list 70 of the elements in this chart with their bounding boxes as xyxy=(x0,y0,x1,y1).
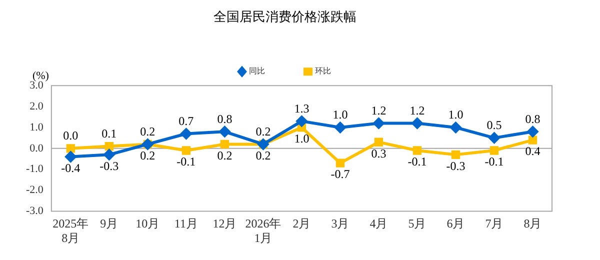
point xyxy=(104,142,114,151)
point xyxy=(451,150,460,160)
data-label: 0.0 xyxy=(63,128,78,143)
point xyxy=(490,146,499,155)
data-label: 0.3 xyxy=(371,146,386,160)
legend-label: 环比 xyxy=(315,66,331,76)
x-tick-label: 2月 xyxy=(292,216,311,231)
data-label: 0.2 xyxy=(140,148,156,162)
data-label: -0.4 xyxy=(61,160,80,175)
data-label: 1.0 xyxy=(294,132,310,146)
x-tick-label: 7月 xyxy=(485,216,504,231)
point xyxy=(220,140,230,149)
y-tick-label: -1.0 xyxy=(26,163,44,176)
x-tick-label: 9月 xyxy=(100,216,118,231)
data-label: 0.2 xyxy=(217,148,232,162)
x-tick-label: 6月 xyxy=(446,216,465,231)
data-label: 1.0 xyxy=(448,108,464,122)
data-label: 1.2 xyxy=(371,103,386,118)
y-tick-label: 2.0 xyxy=(30,100,44,112)
chart-title: 全国居民消费价格涨跌幅 xyxy=(214,10,356,26)
point xyxy=(527,126,538,138)
legend-label: 同比 xyxy=(249,66,265,76)
y-axis-title: (%) xyxy=(32,70,50,82)
point xyxy=(488,132,500,144)
data-label: 0.2 xyxy=(140,124,156,138)
data-label: 0.7 xyxy=(178,114,194,128)
data-label: -0.1 xyxy=(484,154,504,169)
data-label: 0.4 xyxy=(525,144,540,158)
data-label: 0.2 xyxy=(256,148,271,162)
point xyxy=(373,118,384,129)
data-label: 0.2 xyxy=(256,124,271,138)
x-tick-label: 8月 xyxy=(524,216,542,231)
x-tick-label: 3月 xyxy=(331,216,350,231)
data-label: -0.3 xyxy=(446,158,466,173)
y-tick-label: -3.0 xyxy=(26,205,44,218)
y-tick-label: 1.0 xyxy=(30,121,44,134)
data-label: 1.3 xyxy=(294,101,310,116)
data-label: -0.7 xyxy=(330,167,350,182)
x-tick-label: 2026年 1月 xyxy=(245,216,282,245)
data-label: 1.0 xyxy=(332,108,348,122)
data-label: 0.8 xyxy=(525,112,540,126)
x-tick-label: 10月 xyxy=(136,216,160,231)
point xyxy=(450,122,462,133)
data-label: -0.1 xyxy=(176,154,196,169)
point xyxy=(528,136,538,144)
point xyxy=(182,146,191,155)
data-label: 0.1 xyxy=(102,126,117,140)
point xyxy=(296,116,308,127)
point xyxy=(336,158,345,168)
x-tick-label: 2025年 8月 xyxy=(52,216,89,245)
point xyxy=(412,146,422,155)
point xyxy=(334,122,346,133)
point xyxy=(412,118,423,129)
data-label: -0.1 xyxy=(408,154,427,169)
point xyxy=(180,128,192,140)
data-label: 1.2 xyxy=(410,103,425,118)
x-tick-label: 12月 xyxy=(212,216,237,231)
y-tick-label: -2.0 xyxy=(26,184,44,196)
point xyxy=(65,151,76,162)
data-label: -0.3 xyxy=(100,158,119,173)
x-tick-label: 5月 xyxy=(408,216,426,231)
x-tick-label: 4月 xyxy=(370,216,388,231)
point xyxy=(374,138,384,146)
point xyxy=(219,126,230,138)
x-tick-label: 11月 xyxy=(174,216,198,231)
data-label: 0.5 xyxy=(486,118,502,132)
point xyxy=(104,149,115,160)
y-tick-label: 0.0 xyxy=(30,142,44,154)
point xyxy=(66,144,75,153)
data-label: 0.8 xyxy=(217,112,232,126)
